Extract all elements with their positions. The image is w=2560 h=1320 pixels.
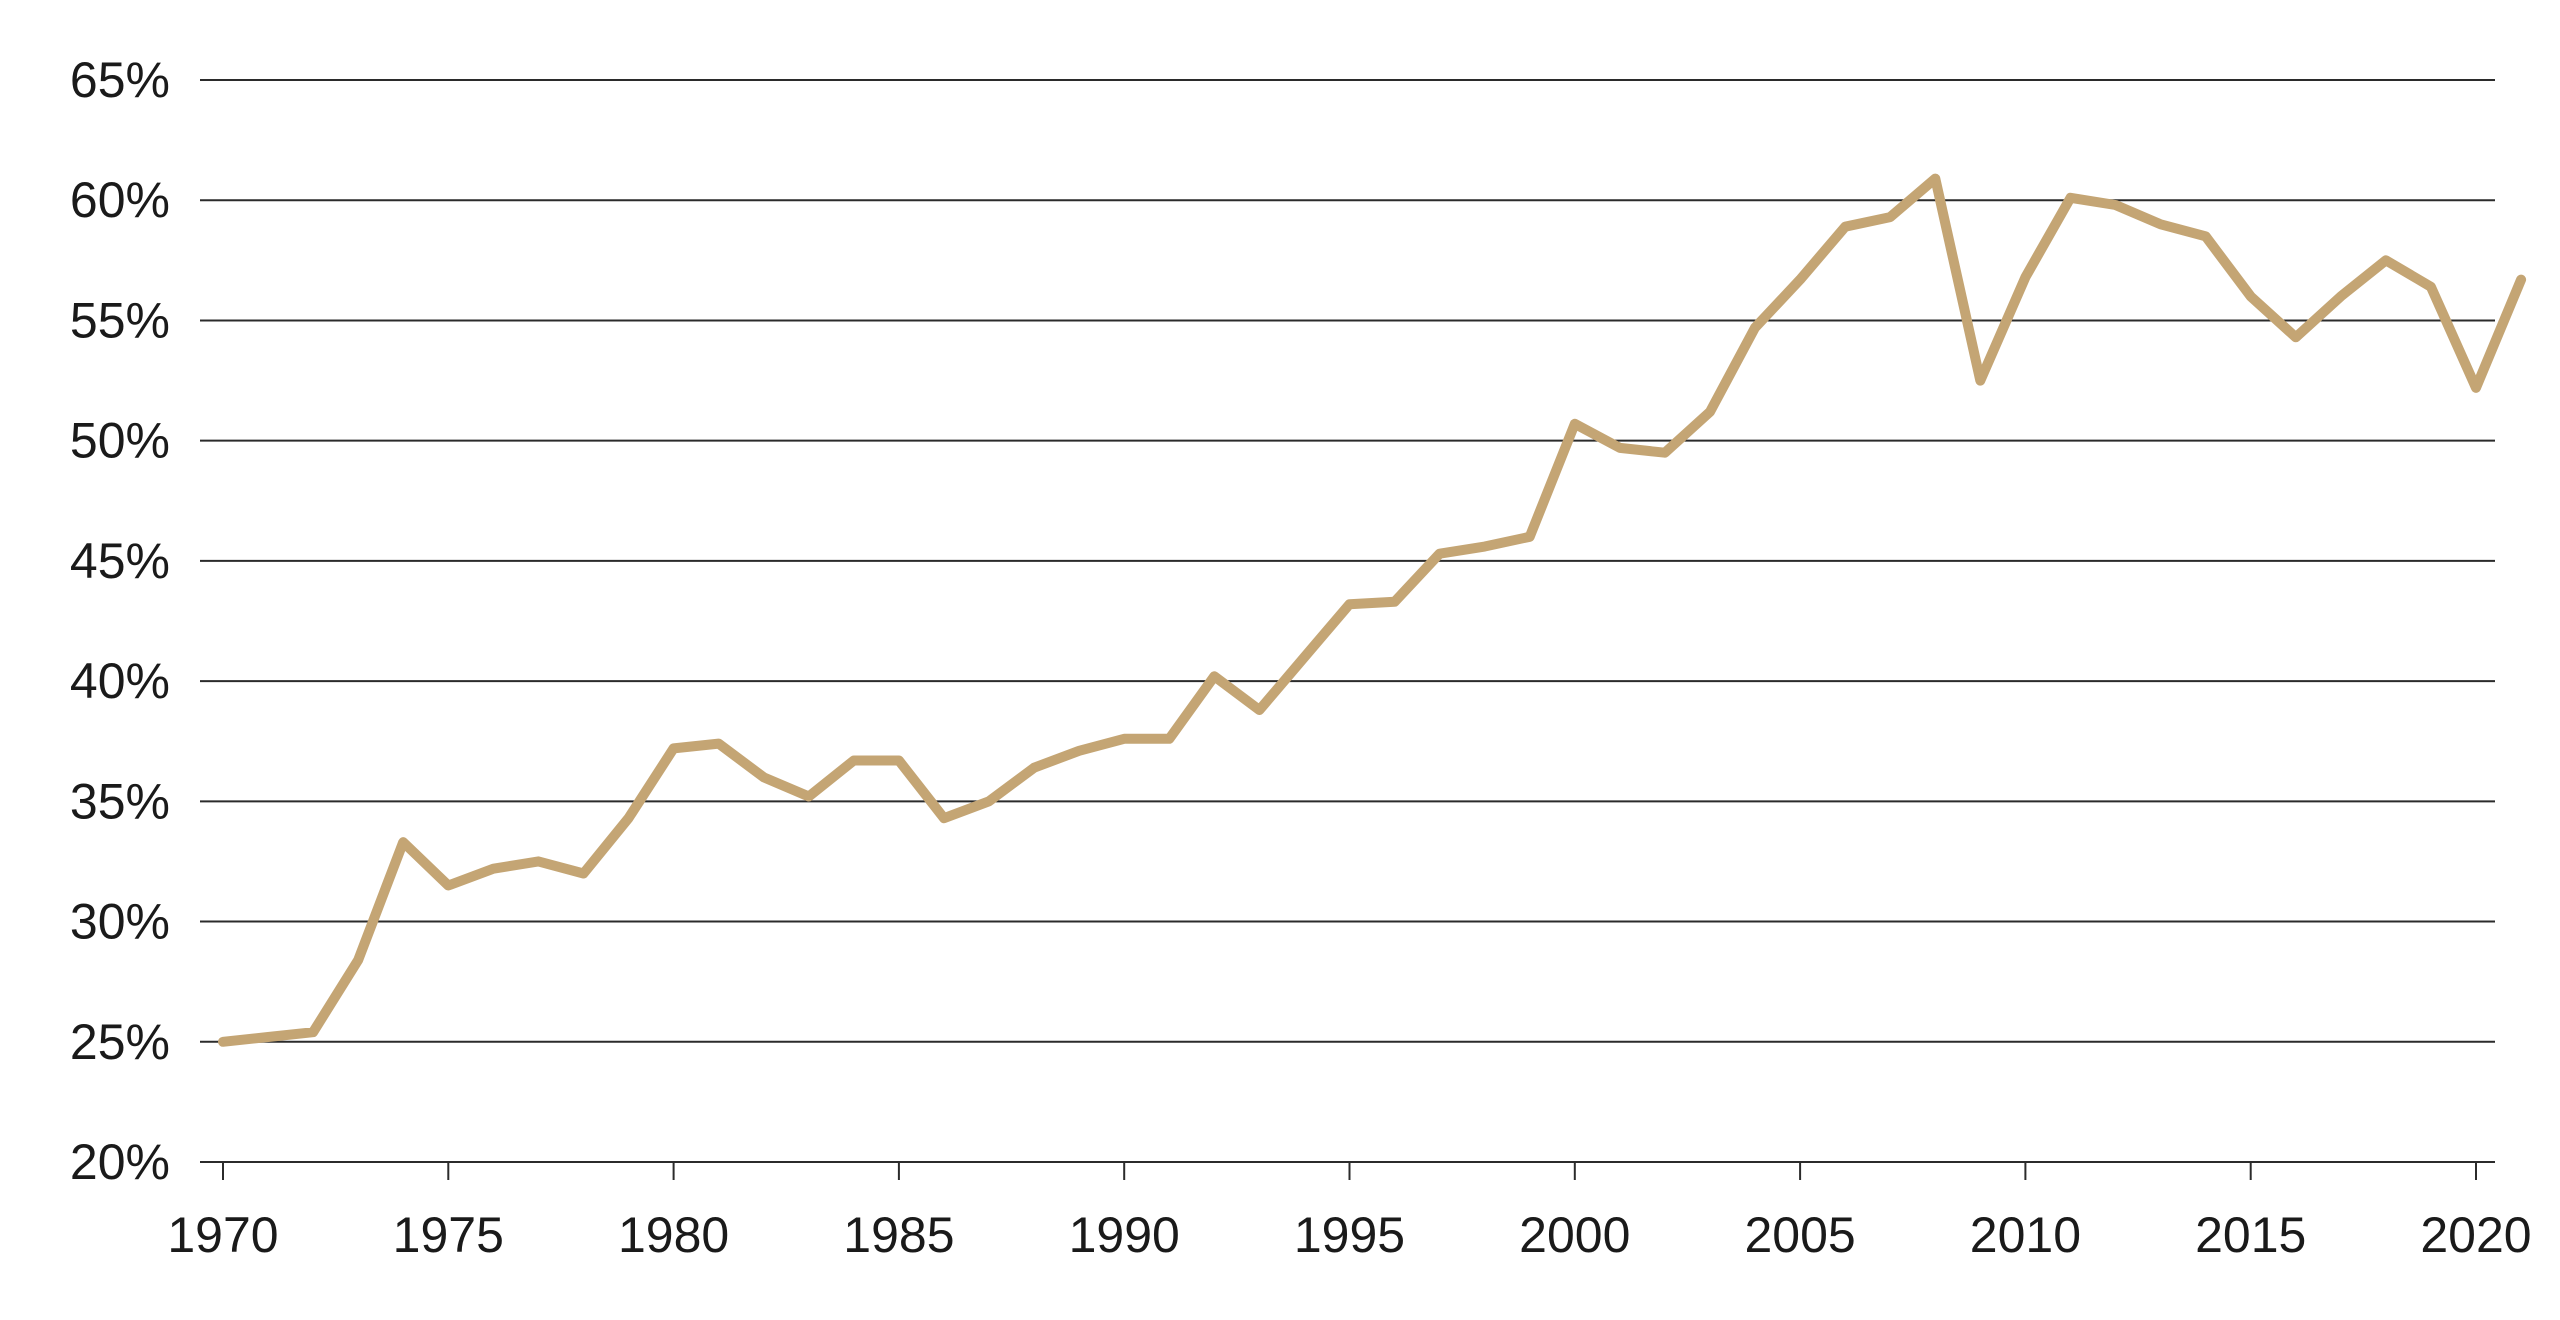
x-tick-label: 2015 — [2195, 1207, 2306, 1263]
y-tick-label: 20% — [70, 1134, 170, 1190]
y-tick-label: 60% — [70, 172, 170, 228]
y-tick-label: 45% — [70, 533, 170, 589]
x-tick-label: 1975 — [393, 1207, 504, 1263]
series-layer — [218, 173, 2527, 1047]
y-tick-label: 40% — [70, 653, 170, 709]
y-tick-label: 50% — [70, 413, 170, 469]
series-line-0 — [218, 173, 2527, 1047]
x-tick-label: 1985 — [843, 1207, 954, 1263]
x-axis: 1970 1975 1980 1985 1990 1995 2000 2005 2010 2015… — [167, 1161, 2532, 1263]
x-tick-label: 1970 — [167, 1207, 278, 1263]
x-tick-label: 2010 — [1970, 1207, 2081, 1263]
y-tick-label: 35% — [70, 773, 170, 829]
y-axis-tick-labels: 20% 25% 30% 35% 40% 45% 50% 55% 60% 65% — [70, 52, 170, 1190]
y-tick-label: 25% — [70, 1014, 170, 1070]
y-tick-label: 30% — [70, 894, 170, 950]
x-tick-label: 1995 — [1294, 1207, 1405, 1263]
x-tick-label: 2020 — [2420, 1207, 2531, 1263]
gridlines — [200, 79, 2495, 1043]
x-tick-label: 1990 — [1069, 1207, 1180, 1263]
x-tick-label: 2005 — [1744, 1207, 1855, 1263]
y-tick-label: 55% — [70, 292, 170, 348]
x-tick-label: 2000 — [1519, 1207, 1630, 1263]
y-tick-label: 65% — [70, 52, 170, 108]
x-tick-label: 1980 — [618, 1207, 729, 1263]
